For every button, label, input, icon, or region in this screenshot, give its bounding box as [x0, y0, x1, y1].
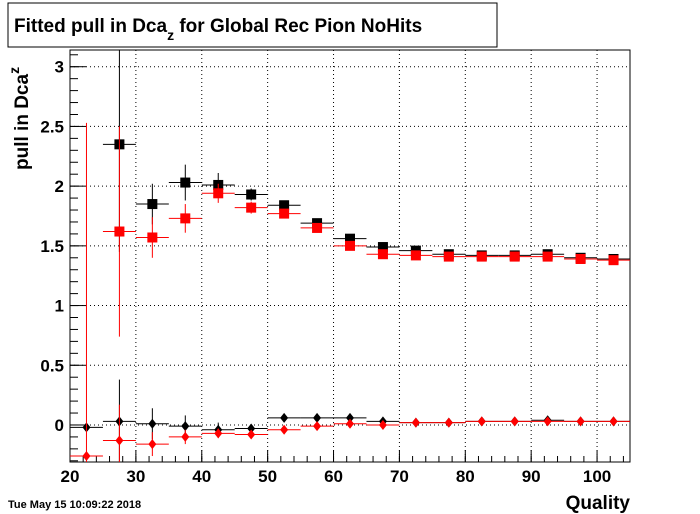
marker-diamond — [346, 418, 354, 429]
marker-diamond — [280, 412, 289, 423]
x-tick-label: 70 — [390, 467, 409, 486]
marker-diamond — [82, 451, 91, 462]
y-tick-label: 3 — [55, 58, 64, 77]
title-sub: z — [167, 27, 174, 43]
marker-square — [377, 242, 388, 253]
title-box — [7, 2, 498, 48]
marker-diamond — [148, 439, 157, 450]
y-tick-label: 1 — [55, 297, 64, 316]
marker-diamond — [543, 416, 552, 427]
x-tick-label: 80 — [456, 467, 475, 486]
marker-square — [542, 251, 553, 262]
marker-square — [213, 188, 224, 199]
marker-diamond — [378, 419, 387, 430]
x-tick-label: 20 — [61, 467, 80, 486]
marker-square — [345, 240, 355, 251]
marker-diamond — [444, 417, 453, 428]
title-main: Fitted pull in Dca — [14, 16, 167, 37]
marker-square — [608, 255, 619, 266]
marker-square — [279, 200, 290, 211]
chart-title: Fitted pull in Dcaz for Global Rec Pion … — [14, 16, 422, 43]
marker-square — [443, 251, 454, 262]
marker-diamond — [247, 429, 256, 440]
y-tick-label: 0 — [55, 416, 64, 435]
x-tick-label: 30 — [126, 467, 145, 486]
marker-square — [345, 233, 355, 244]
marker-square — [114, 226, 125, 237]
marker-square — [312, 222, 323, 233]
marker-diamond — [313, 421, 322, 432]
marker-diamond — [346, 412, 354, 423]
marker-square — [575, 253, 586, 264]
plot-area: 20 30 40 50 60 70 80 90 100 0 0.5 1 1.5 2 2.5 3 — [40, 49, 631, 486]
marker-diamond — [609, 416, 618, 427]
marker-square — [147, 199, 158, 210]
marker-diamond — [115, 435, 124, 446]
marker-square — [476, 251, 487, 262]
marker-square — [377, 249, 388, 260]
marker-diamond — [181, 421, 190, 432]
marker-diamond — [280, 424, 289, 435]
marker-diamond — [181, 431, 190, 442]
marker-diamond — [214, 428, 223, 439]
plot-frame — [69, 49, 631, 463]
marker-diamond — [247, 423, 256, 434]
x-tick-label: 60 — [324, 467, 343, 486]
y-label-sub: z — [6, 67, 22, 74]
y-axis-label: pull in Dcaz — [6, 67, 33, 170]
x-tick-label: 90 — [522, 467, 541, 486]
marker-diamond — [411, 417, 420, 428]
y-tick-label: 2 — [55, 177, 64, 196]
y-tick-label: 1.5 — [40, 237, 64, 256]
marker-diamond — [576, 416, 585, 427]
marker-diamond — [477, 416, 486, 427]
y-label-main: pull in Dca — [12, 74, 33, 171]
marker-diamond — [313, 412, 322, 423]
x-axis-label: Quality — [566, 493, 631, 514]
marker-square — [509, 251, 520, 262]
marker-diamond — [510, 416, 519, 427]
marker-square — [246, 202, 257, 213]
y-tick-label: 2.5 — [40, 117, 64, 136]
x-tick-label: 100 — [583, 467, 611, 486]
marker-square — [180, 213, 191, 224]
marker-square — [246, 189, 257, 200]
x-tick-label: 50 — [258, 467, 277, 486]
timestamp: Tue May 15 10:09:22 2018 — [8, 499, 141, 511]
marker-diamond — [148, 418, 157, 429]
x-tick-label: 40 — [192, 467, 211, 486]
title-rest: for Global Rec Pion NoHits — [174, 16, 422, 37]
marker-square — [279, 208, 290, 219]
marker-square — [410, 250, 421, 261]
marker-square — [180, 177, 191, 188]
marker-square — [147, 232, 158, 243]
y-tick-label: 0.5 — [40, 356, 64, 375]
